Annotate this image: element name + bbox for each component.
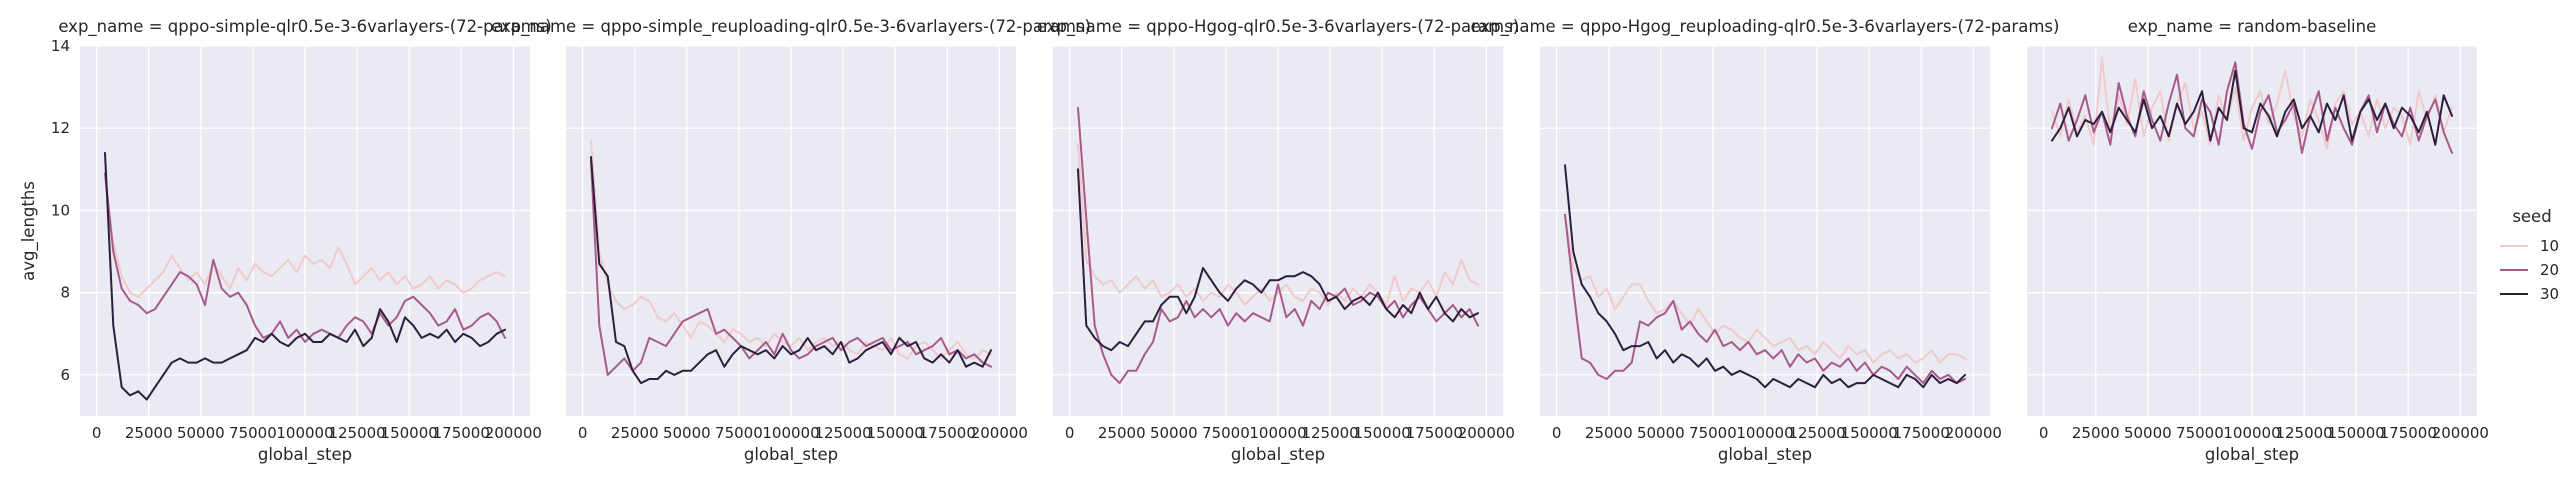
series-line-seed-10: [104, 176, 506, 298]
y-tick-label: 8: [60, 284, 70, 302]
x-tick-label: 75000: [2176, 424, 2224, 442]
panel-3: 0 25000 50000 75000 100000125000150000175000…: [1037, 17, 1519, 465]
x-tick-label: 50000: [1150, 424, 1198, 442]
x-tick-label: 125000: [328, 424, 385, 442]
panels-layer: 0 25000 50000 75000 100000125000150000175000…: [19, 17, 2489, 465]
x-tick-label: 200000: [485, 424, 542, 442]
x-tick-label: 150000: [381, 424, 438, 442]
legend-label: 10: [2540, 237, 2559, 255]
x-tick-label: 25000: [125, 424, 173, 442]
legend-label: 30: [2540, 285, 2559, 303]
series-line-seed-20: [1077, 106, 1479, 385]
panel-title: exp_name = random-baseline: [2128, 17, 2377, 37]
x-tick-label: 75000: [1202, 424, 1250, 442]
series-line-seed-30: [2051, 69, 2453, 146]
panel-title: exp_name = qppo-Hgog-qlr0.5e-3-6varlayer…: [1037, 17, 1519, 37]
series-line-seed-10: [590, 139, 992, 360]
x-tick-label: 150000: [1841, 424, 1898, 442]
x-tick-label: 75000: [1689, 424, 1737, 442]
x-tick-label: 200000: [1458, 424, 1515, 442]
x-axis-title: global_step: [2205, 445, 2299, 465]
x-tick-label: 200000: [971, 424, 1028, 442]
x-tick-label: 200000: [2432, 424, 2489, 442]
y-tick-label: 14: [51, 37, 70, 55]
panel-title: exp_name = qppo-simple_reuploading-qlr0.…: [491, 17, 1091, 37]
x-tick-label: 0: [1065, 424, 1075, 442]
panel-2: 0 25000 50000 75000 100000125000150000175000…: [491, 17, 1091, 465]
panel-1: 0 25000 50000 75000 100000125000150000175000…: [19, 17, 552, 465]
legend-title: seed: [2512, 207, 2551, 226]
x-tick-label: 100000: [2223, 424, 2280, 442]
legend: seed 10 20 30: [2500, 207, 2559, 303]
x-tick-label: 150000: [867, 424, 924, 442]
x-tick-label: 25000: [2072, 424, 2120, 442]
x-tick-label: 50000: [177, 424, 225, 442]
y-tick-label: 10: [51, 201, 70, 219]
x-tick-label: 175000: [919, 424, 976, 442]
panel-title: exp_name = qppo-simple-qlr0.5e-3-6varlay…: [58, 17, 551, 37]
x-tick-label: 0: [578, 424, 588, 442]
series-line-seed-20: [104, 172, 506, 343]
x-tick-label: 150000: [2328, 424, 2385, 442]
x-tick-label: 0: [1552, 424, 1562, 442]
x-axis-title: global_step: [1718, 445, 1812, 465]
x-tick-label: 125000: [1788, 424, 1845, 442]
x-axis-title: global_step: [744, 445, 838, 465]
series-line-seed-30: [1564, 164, 1966, 389]
x-tick-label: 100000: [1736, 424, 1793, 442]
legend-label: 20: [2540, 261, 2559, 279]
x-tick-label: 50000: [1637, 424, 1685, 442]
x-tick-label: 75000: [229, 424, 277, 442]
series-line-seed-30: [590, 156, 992, 385]
x-tick-label: 0: [2039, 424, 2049, 442]
x-tick-label: 175000: [1893, 424, 1950, 442]
x-tick-label: 25000: [1098, 424, 1146, 442]
series-line-seed-20: [590, 160, 992, 376]
y-tick-label: 6: [60, 366, 70, 384]
panel-5: 0 25000 50000 75000 100000125000150000175000…: [2027, 17, 2489, 465]
x-tick-label: 100000: [276, 424, 333, 442]
x-tick-label: 175000: [1406, 424, 1463, 442]
x-tick-label: 25000: [611, 424, 659, 442]
x-tick-label: 50000: [2124, 424, 2172, 442]
x-tick-label: 75000: [715, 424, 763, 442]
x-axis-title: global_step: [1231, 445, 1325, 465]
series-line-seed-20: [1564, 213, 1966, 385]
y-tick-label: 12: [51, 119, 70, 137]
series-line-seed-30: [104, 151, 506, 401]
x-tick-label: 175000: [2380, 424, 2437, 442]
x-tick-label: 175000: [433, 424, 490, 442]
x-tick-label: 200000: [1945, 424, 2002, 442]
y-axis-title: avg_lengths: [19, 181, 39, 281]
x-tick-label: 50000: [663, 424, 711, 442]
series-line-seed-10: [2051, 57, 2453, 150]
x-tick-label: 125000: [1301, 424, 1358, 442]
series-line-seed-10: [1077, 143, 1479, 306]
x-tick-label: 0: [92, 424, 102, 442]
x-tick-label: 100000: [1249, 424, 1306, 442]
x-tick-label: 150000: [1354, 424, 1411, 442]
series-line-seed-30: [1077, 168, 1479, 352]
panel-4: 0 25000 50000 75000 100000125000150000175000…: [1471, 17, 2060, 465]
x-tick-label: 25000: [1585, 424, 1633, 442]
panel-title: exp_name = qppo-Hgog_reuploading-qlr0.5e…: [1471, 17, 2060, 37]
x-tick-label: 100000: [762, 424, 819, 442]
x-tick-label: 125000: [2275, 424, 2332, 442]
x-tick-label: 125000: [814, 424, 871, 442]
x-axis-title: global_step: [258, 445, 352, 465]
series-line-seed-10: [1564, 213, 1966, 364]
